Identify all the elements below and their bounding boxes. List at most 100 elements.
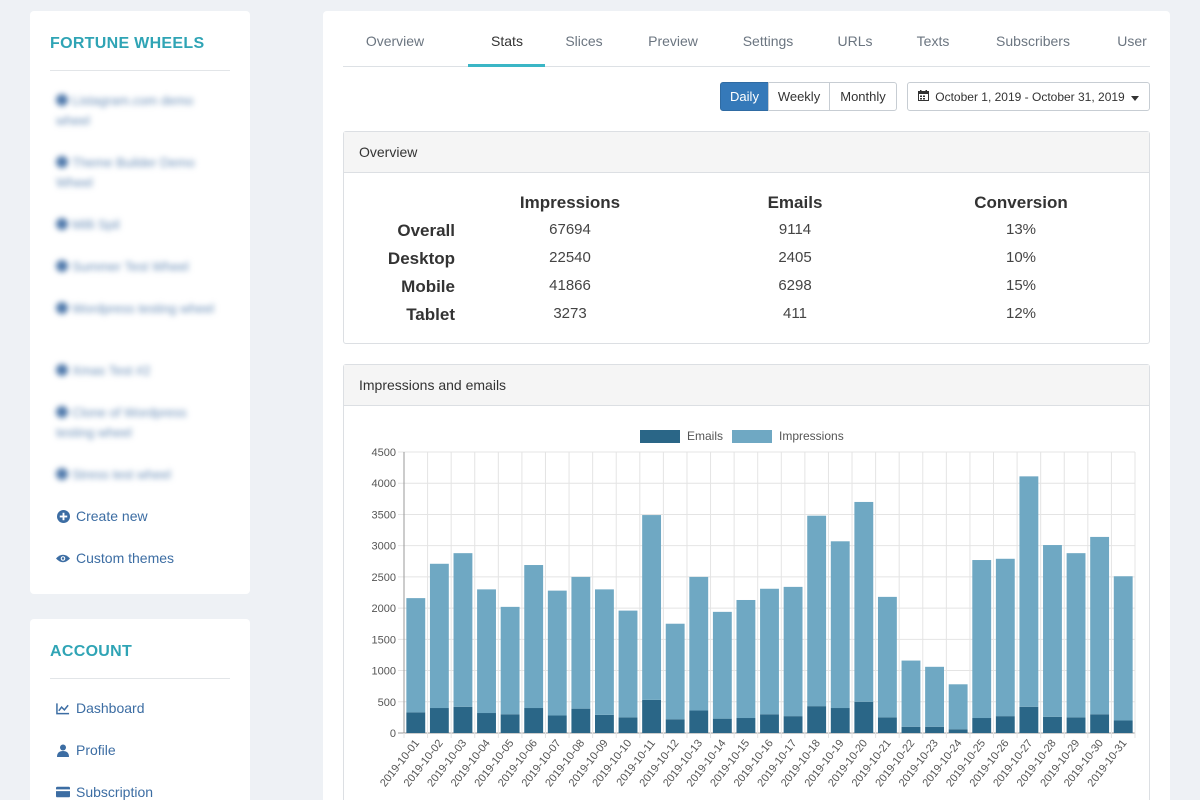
caret-down-icon bbox=[1130, 90, 1139, 104]
bar-impressions bbox=[524, 565, 544, 709]
desktop-emails: 2405 bbox=[778, 249, 812, 266]
wheel-dot-icon bbox=[56, 94, 68, 106]
tab-user[interactable]: User bbox=[1117, 33, 1147, 49]
bar-emails bbox=[665, 719, 685, 733]
tablet-emails: 411 bbox=[783, 305, 807, 322]
column-header-impressions: Impressions bbox=[519, 193, 621, 212]
bar-impressions bbox=[830, 541, 850, 709]
subscription-link[interactable]: Subscription bbox=[56, 784, 153, 800]
tab-slices[interactable]: Slices bbox=[565, 33, 603, 49]
desktop-impressions: 22540 bbox=[549, 249, 591, 266]
period-button-group: Daily Weekly Monthly bbox=[720, 82, 897, 111]
weekly-button[interactable]: Weekly bbox=[768, 82, 830, 111]
wheel-item[interactable]: Listagram.com demo wheel bbox=[56, 93, 194, 128]
wheel-item[interactable]: Summer Test Wheel bbox=[56, 257, 216, 277]
active-tab-indicator bbox=[468, 64, 545, 67]
overall-emails: 9114 bbox=[778, 221, 812, 238]
wheel-dot-icon bbox=[56, 260, 68, 272]
bar-impressions bbox=[1090, 536, 1110, 715]
overall-conversion: 13% bbox=[1005, 221, 1037, 238]
bar-emails bbox=[925, 726, 944, 733]
bar-emails bbox=[948, 729, 968, 733]
bar-emails bbox=[807, 706, 827, 733]
bar-impressions bbox=[595, 589, 614, 715]
bar-impressions bbox=[948, 684, 968, 730]
bar-impressions bbox=[665, 623, 685, 720]
bar-emails bbox=[429, 708, 449, 733]
account-title: ACCOUNT bbox=[50, 643, 133, 660]
wheel-item[interactable]: Milli Spil bbox=[56, 215, 216, 235]
bar-impressions bbox=[1043, 545, 1062, 717]
bar-impressions bbox=[807, 515, 827, 707]
tab-settings[interactable]: Settings bbox=[742, 33, 794, 49]
user-icon bbox=[56, 743, 70, 757]
legend-impressions-swatch bbox=[732, 430, 772, 443]
bar-emails bbox=[972, 718, 992, 733]
bar-impressions bbox=[783, 586, 803, 717]
wheel-dot-icon bbox=[56, 302, 68, 314]
y-tick-label: 500 bbox=[378, 697, 396, 709]
bar-impressions bbox=[429, 563, 449, 709]
bar-emails bbox=[1113, 720, 1133, 733]
dashboard-link[interactable]: Dashboard bbox=[56, 700, 145, 716]
wheel-dot-icon bbox=[56, 156, 68, 168]
desktop-conversion: 10% bbox=[1005, 249, 1037, 266]
bar-impressions bbox=[736, 599, 756, 719]
wheel-item[interactable]: Wordpress testing wheel bbox=[56, 299, 216, 319]
tablet-impressions: 3273 bbox=[553, 305, 587, 322]
y-tick-label: 3000 bbox=[372, 541, 396, 553]
bar-emails bbox=[1043, 716, 1062, 733]
tab-stats[interactable]: Stats bbox=[491, 33, 523, 49]
bar-impressions bbox=[500, 606, 520, 715]
bar-emails bbox=[854, 701, 874, 733]
daily-button[interactable]: Daily bbox=[720, 82, 769, 111]
bar-impressions bbox=[877, 596, 897, 718]
bar-emails bbox=[830, 708, 850, 733]
bar-emails bbox=[1066, 717, 1086, 733]
bar-emails bbox=[406, 712, 426, 733]
bar-emails bbox=[689, 710, 709, 733]
y-tick-label: 1500 bbox=[372, 634, 396, 646]
tablet-conversion: 12% bbox=[1005, 305, 1037, 322]
bar-emails bbox=[783, 716, 803, 733]
bar-impressions bbox=[1113, 576, 1133, 721]
mobile-emails: 6298 bbox=[778, 277, 812, 294]
y-tick-label: 0 bbox=[390, 728, 396, 740]
tab-overview[interactable]: Overview bbox=[365, 33, 425, 49]
bar-impressions bbox=[925, 666, 944, 727]
legend-emails-label: Emails bbox=[687, 429, 724, 443]
bar-impressions bbox=[712, 611, 732, 719]
legend-impressions-label: Impressions bbox=[779, 429, 844, 443]
wheel-item[interactable]: Stress test wheel bbox=[56, 465, 216, 485]
bar-emails bbox=[995, 716, 1015, 733]
bar-emails bbox=[877, 717, 897, 733]
wheels-card: FORTUNE WHEELS Listagram.com demo wheel … bbox=[30, 11, 250, 594]
tab-subscribers[interactable]: Subscribers bbox=[996, 33, 1070, 49]
create-new-link[interactable]: Create new bbox=[56, 508, 148, 524]
bar-impressions bbox=[547, 590, 567, 716]
bar-emails bbox=[595, 714, 614, 733]
date-range-picker[interactable]: October 1, 2019 - October 31, 2019 bbox=[907, 82, 1150, 111]
bar-emails bbox=[524, 708, 544, 733]
monthly-button[interactable]: Monthly bbox=[829, 82, 897, 111]
wheel-item[interactable]: Theme Builder Demo Wheel bbox=[56, 155, 195, 190]
bar-impressions bbox=[642, 515, 662, 700]
tab-urls[interactable]: URLs bbox=[837, 33, 873, 49]
bar-impressions bbox=[689, 576, 709, 711]
row-label-overall: Overall bbox=[397, 221, 455, 240]
bar-impressions bbox=[406, 598, 426, 713]
custom-themes-link[interactable]: Custom themes bbox=[56, 550, 174, 566]
bar-impressions bbox=[571, 576, 591, 709]
overview-panel-title: Overview bbox=[344, 132, 1149, 173]
profile-link[interactable]: Profile bbox=[56, 742, 116, 758]
wheel-dot-icon bbox=[56, 364, 68, 376]
tab-preview[interactable]: Preview bbox=[648, 33, 698, 49]
mobile-conversion: 15% bbox=[1005, 277, 1037, 294]
bar-emails bbox=[1019, 706, 1039, 733]
bar-emails bbox=[760, 714, 779, 733]
tab-texts[interactable]: Texts bbox=[916, 33, 950, 49]
wheel-dot-icon bbox=[56, 218, 68, 230]
wheel-item[interactable]: Clone of Wordpress testing wheel bbox=[56, 405, 187, 440]
wheel-item[interactable]: Xmas Test #2 bbox=[56, 361, 216, 381]
